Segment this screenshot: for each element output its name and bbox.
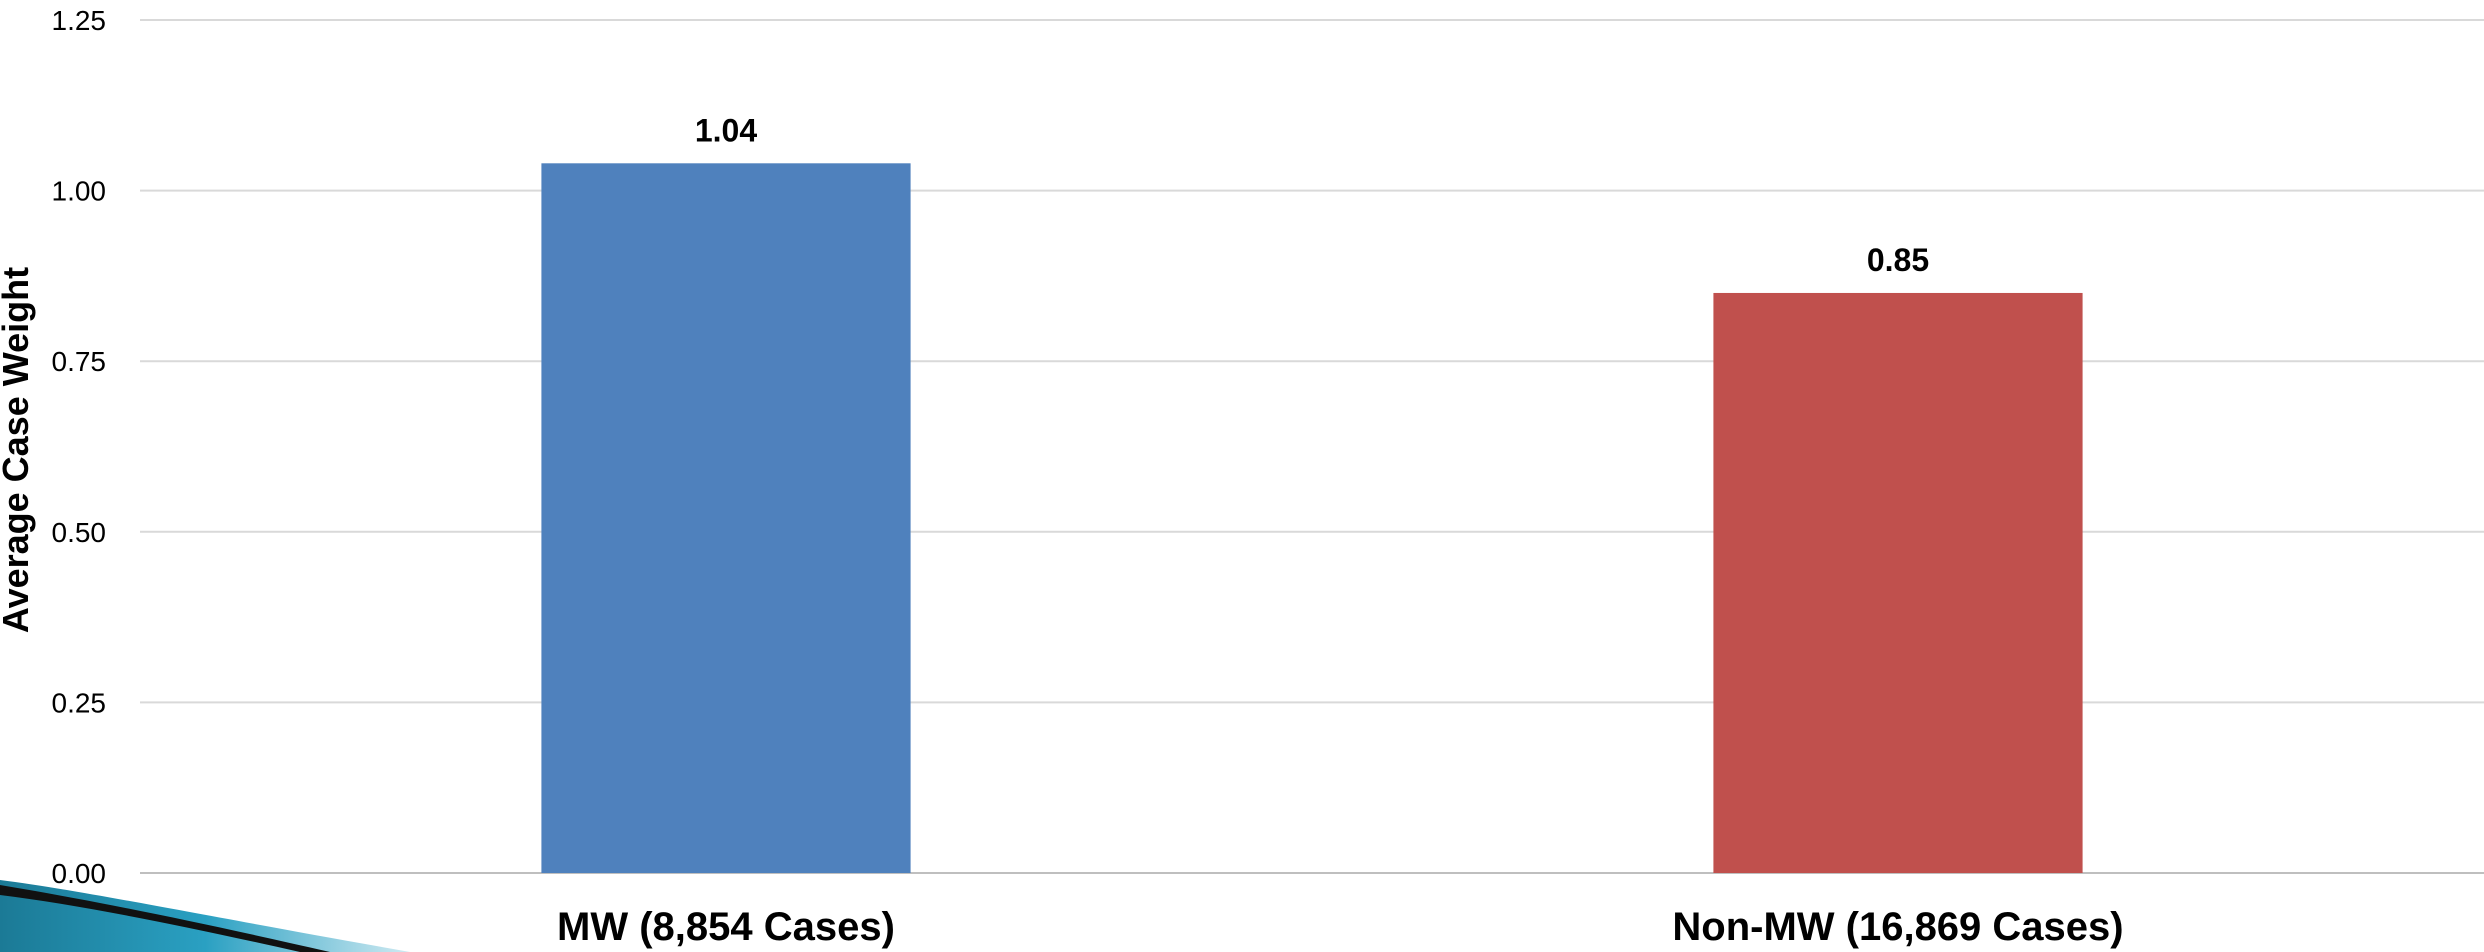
y-tick-label: 0.00 (52, 858, 107, 889)
gridlines (140, 19, 2484, 874)
y-tick-label: 1.00 (52, 176, 107, 207)
y-tick-label: 0.50 (52, 517, 107, 548)
x-category-label: Non-MW (16,869 Cases) (1672, 905, 2123, 949)
data-label: 0.85 (1867, 242, 1929, 278)
category-labels: MW (8,854 Cases) Non-MW (16,869 Cases) (557, 905, 2124, 949)
bar (541, 163, 911, 873)
bar (1713, 292, 2083, 874)
y-axis-title: Average Case Weight (0, 267, 36, 633)
bars (541, 163, 2083, 874)
y-tick-label: 0.25 (52, 687, 107, 718)
corner-swoosh-decoration (0, 880, 410, 952)
y-axis-ticks: 0.00 0.25 0.50 0.75 1.00 1.25 (52, 5, 107, 889)
data-label: 1.04 (695, 112, 757, 148)
y-tick-label: 0.75 (52, 346, 107, 377)
data-labels: 1.04 0.85 (695, 112, 1929, 278)
x-category-label: MW (8,854 Cases) (557, 905, 895, 949)
y-tick-label: 1.25 (52, 5, 107, 36)
